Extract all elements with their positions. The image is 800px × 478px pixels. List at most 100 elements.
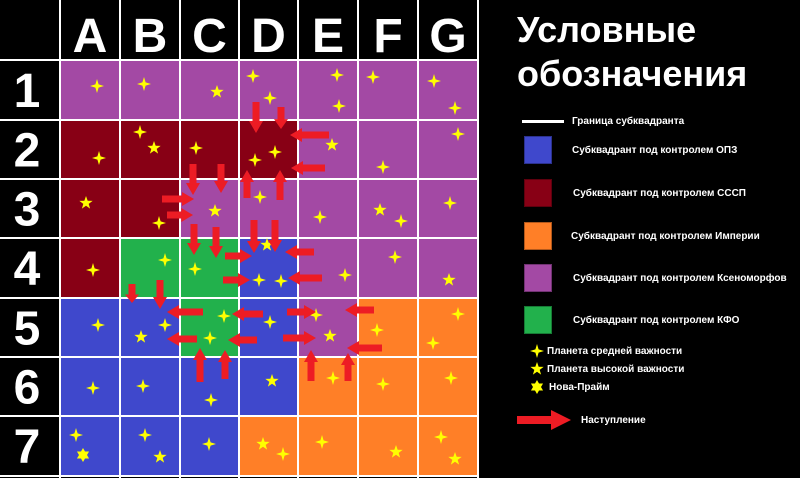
column-label-D: D: [251, 10, 286, 63]
medium-planet-icon: [451, 307, 465, 321]
medium-planet-icon: [309, 308, 323, 322]
advance-arrow-icon: [218, 350, 232, 379]
high-planet-icon: [530, 362, 544, 375]
legend-label-xeno: Субквадрант под контролем Ксеноморфов: [573, 272, 787, 284]
cell-E1: [298, 60, 358, 120]
nova-prime-icon: [530, 380, 544, 394]
cell-G3: [418, 179, 478, 238]
high-planet-icon: [210, 85, 224, 98]
medium-planet-icon: [427, 74, 441, 88]
medium-planet-icon: [313, 210, 327, 224]
cell-B6: [120, 357, 180, 416]
xeno-swatch-icon: [524, 264, 552, 292]
cell-F2: [358, 120, 418, 179]
cell-A1: [60, 60, 120, 120]
advance-arrow-icon: [225, 249, 252, 263]
cell-G7: [418, 416, 478, 476]
medium-planet-icon: [69, 428, 83, 442]
row-labels: 1 2 3 4 5 6 7: [14, 65, 41, 474]
medium-planet-icon: [370, 323, 384, 337]
legend-item-kfo: Субквадрант под контролем КФО: [524, 306, 739, 334]
column-label-F: F: [373, 10, 402, 63]
subquadrant-cells: [60, 60, 478, 476]
high-planet-icon: [442, 273, 456, 286]
medium-planet-icon: [217, 309, 231, 323]
high-planet-icon: [134, 330, 148, 343]
medium-planet-icon: [434, 430, 448, 444]
column-label-C: C: [192, 10, 227, 63]
high-planet-icon: [325, 138, 339, 151]
medium-planet-icon: [394, 214, 408, 228]
cell-B1: [120, 60, 180, 120]
medium-planet-icon: [332, 99, 346, 113]
legend-label-nova-prime: Нова-Прайм: [549, 381, 610, 393]
advance-arrow-icon: [288, 271, 322, 285]
medium-planet-icon: [189, 141, 203, 155]
cell-G2: [418, 120, 478, 179]
high-planet-icon: [153, 450, 167, 463]
advance-arrow-icon: [214, 164, 228, 193]
medium-planet-icon: [90, 79, 104, 93]
legend-item-xeno: Субквадрант под контролем Ксеноморфов: [524, 264, 787, 292]
legend-item-high-planet: Планета высокой важности: [530, 362, 684, 376]
advance-arrow-icon: [228, 333, 257, 347]
advance-arrow-icon: [209, 227, 223, 258]
cell-G5: [418, 298, 478, 357]
opz-swatch-icon: [524, 136, 552, 164]
medium-planet-icon: [315, 435, 329, 449]
medium-planet-icon: [204, 393, 218, 407]
empire-swatch-icon: [524, 222, 552, 250]
column-label-G: G: [429, 10, 466, 63]
cell-D6: [239, 357, 298, 416]
advance-arrow-icon: [304, 350, 318, 381]
advance-arrow-icon: [187, 224, 201, 255]
advance-arrow-icon: [345, 303, 374, 317]
advance-arrow-icon: [232, 307, 263, 321]
medium-planet-icon: [443, 196, 457, 210]
advance-arrow-icon: [285, 245, 314, 259]
cell-B7: [120, 416, 180, 476]
cell-G1: [418, 60, 478, 120]
medium-planet-icon: [376, 377, 390, 391]
advance-arrow-icon: [268, 220, 282, 252]
cell-F4: [358, 238, 418, 298]
advance-arrow-icon: [291, 161, 325, 175]
column-label-B: B: [133, 10, 168, 63]
advance-arrow-icon: [162, 192, 194, 206]
legend-title-line1: Условные: [517, 9, 697, 50]
cell-C1: [180, 60, 239, 120]
row-label-2: 2: [14, 125, 41, 178]
advance-arrow-icon: [167, 305, 203, 319]
medium-planet-icon: [263, 315, 277, 329]
legend-label-kfo: Субквадрант под контролем КФО: [573, 314, 740, 326]
row-label-6: 6: [14, 362, 41, 415]
cell-A2: [60, 120, 120, 179]
medium-planet-icon: [138, 428, 152, 442]
advance-arrow-icon: [193, 348, 207, 382]
medium-planet-icon: [133, 125, 147, 139]
cell-C2: [180, 120, 239, 179]
medium-planet-icon: [274, 274, 288, 288]
legend-panel: Условные обозначения Граница субквадрант…: [500, 0, 800, 478]
high-planet-icon: [323, 329, 337, 342]
ussr-swatch-icon: [524, 179, 552, 207]
medium-planet-icon: [426, 336, 440, 350]
medium-planet-icon: [330, 68, 344, 82]
medium-planet-icon: [326, 371, 340, 385]
cell-F1: [358, 60, 418, 120]
legend-item-ussr: Субквадрант под контролем СССП: [524, 179, 746, 207]
medium-planet-icon: [136, 379, 150, 393]
medium-planet-icon: [188, 262, 202, 276]
cell-E7: [298, 416, 358, 476]
column-label-E: E: [312, 10, 344, 63]
medium-planet-icon: [248, 153, 262, 167]
cell-E4: [298, 238, 358, 298]
high-planet-icon: [147, 141, 161, 154]
legend-item-opz: Субквадрант под контролем ОПЗ: [524, 136, 737, 164]
row-label-7: 7: [14, 421, 41, 474]
cell-D7: [239, 416, 298, 476]
legend-label-ussr: Субквадрант под контролем СССП: [573, 187, 746, 199]
cell-F6: [358, 357, 418, 416]
